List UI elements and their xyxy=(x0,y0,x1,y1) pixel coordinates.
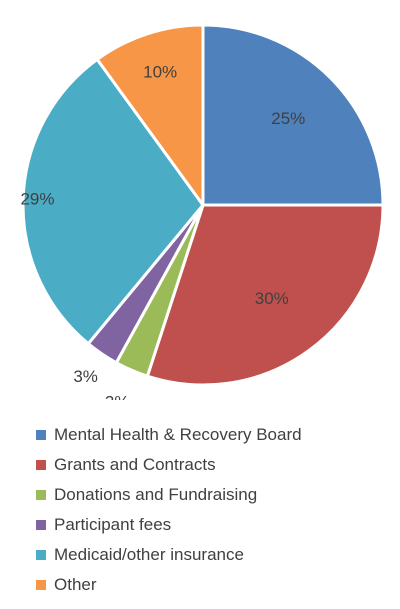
data-label-donations-and-fundraising: 3% xyxy=(105,393,130,400)
legend-item-participant-fees: Participant fees xyxy=(36,510,302,540)
legend-label: Medicaid/other insurance xyxy=(54,545,244,564)
pie-slice-grants-and-contracts xyxy=(145,203,385,387)
legend-label: Grants and Contracts xyxy=(54,455,216,474)
legend-swatch xyxy=(36,490,46,500)
data-label-other: 10% xyxy=(143,63,177,82)
pie-slice-mental-health-and-recovery-board xyxy=(201,23,385,207)
legend-label: Donations and Fundraising xyxy=(54,485,258,504)
legend-item-other: Other xyxy=(36,570,302,600)
data-label-mental-health-and-recovery-board: 25% xyxy=(271,109,305,128)
data-label-medicaid-other-insurance: 29% xyxy=(20,189,54,208)
legend-item-donations-and-fundraising: Donations and Fundraising xyxy=(36,480,302,510)
legend-label: Other xyxy=(54,575,97,594)
legend-swatch xyxy=(36,430,46,440)
data-label-participant-fees: 3% xyxy=(73,367,98,386)
legend: Mental Health & Recovery Board Grants and… xyxy=(36,420,302,600)
pie-plot-area: 25% 30% 3% 3% 29% 10% xyxy=(20,23,385,400)
legend-swatch xyxy=(36,460,46,470)
legend-label: Participant fees xyxy=(54,515,172,534)
data-label-grants-and-contracts: 30% xyxy=(255,289,289,308)
legend-swatch xyxy=(36,580,46,590)
legend-label: Mental Health & Recovery Board xyxy=(54,425,302,444)
legend-swatch xyxy=(36,520,46,530)
legend-swatch xyxy=(36,550,46,560)
pie-slice-medicaid-other-insurance xyxy=(21,57,205,346)
legend-item-medicaid-other-insurance: Medicaid/other insurance xyxy=(36,540,302,570)
legend-item-mental-health-and-recovery-board: Mental Health & Recovery Board xyxy=(36,420,302,450)
pie-slice-other xyxy=(95,23,205,207)
legend-item-grants-and-contracts: Grants and Contracts xyxy=(36,450,302,480)
